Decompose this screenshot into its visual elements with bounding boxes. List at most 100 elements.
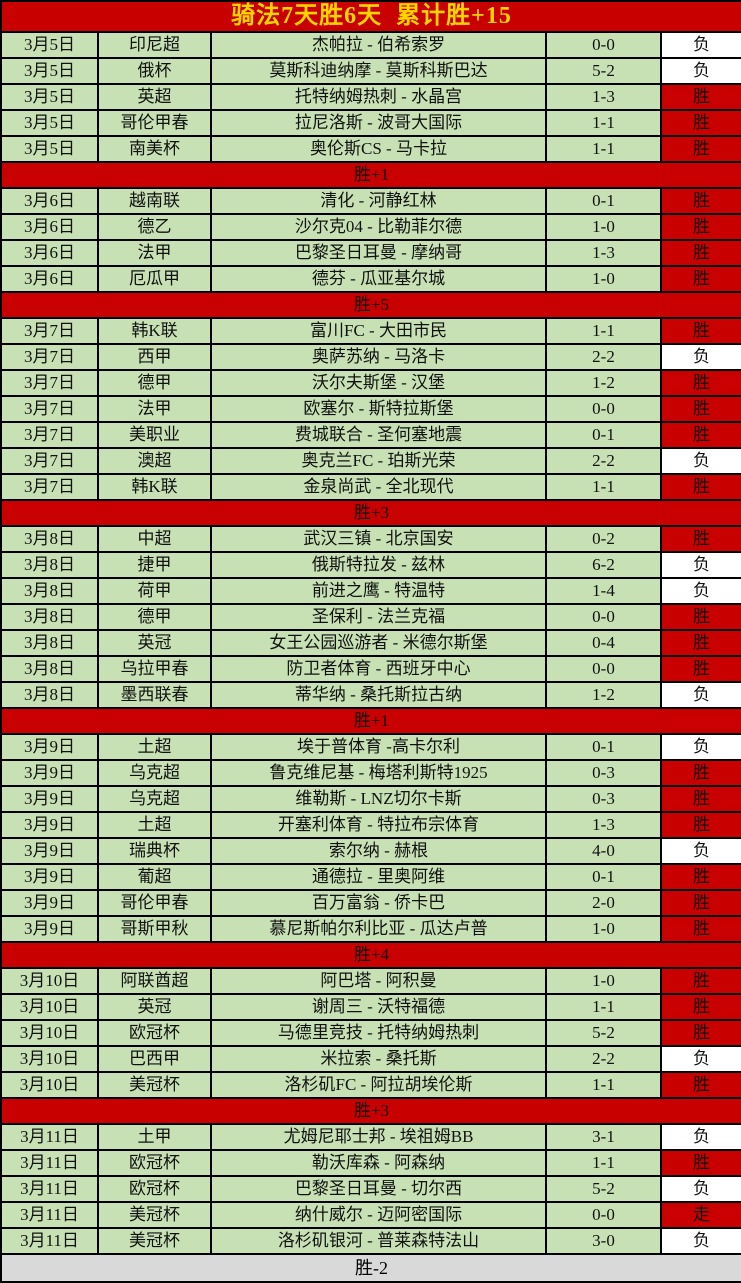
table-row: 3月7日 西甲 奥萨苏纳 - 马洛卡 2-2 负: [0, 343, 741, 371]
score-cell: 1-1: [545, 1071, 662, 1099]
result-cell: 负: [659, 1123, 741, 1151]
date-cell: 3月11日: [0, 1149, 99, 1177]
result-cell: 负: [659, 681, 741, 709]
result-cell: 胜: [659, 915, 741, 943]
date-cell: 3月9日: [0, 863, 99, 891]
league-cell: 土超: [97, 811, 212, 839]
table-row: 3月5日 英超 托特纳姆热刺 - 水晶宫 1-3 胜: [0, 83, 741, 111]
date-cell: 3月8日: [0, 577, 99, 605]
match-cell: 纳什威尔 - 迈阿密国际: [210, 1201, 547, 1229]
date-cell: 3月6日: [0, 187, 99, 215]
result-cell: 胜: [659, 239, 741, 267]
table-row: 3月7日 澳超 奥克兰FC - 珀斯光荣 2-2 负: [0, 447, 741, 475]
league-cell: 欧冠杯: [97, 1175, 212, 1203]
result-cell: 胜: [659, 421, 741, 449]
section-summary-label: 胜+3: [0, 1097, 741, 1125]
league-cell: 法甲: [97, 239, 212, 267]
result-cell: 胜: [659, 1071, 741, 1099]
score-cell: 1-4: [545, 577, 662, 605]
date-cell: 3月5日: [0, 135, 99, 163]
date-cell: 3月7日: [0, 343, 99, 371]
section-summary-label: 胜+3: [0, 499, 741, 527]
table-row: 3月11日 欧冠杯 勒沃库森 - 阿森纳 1-1 胜: [0, 1149, 741, 1177]
score-cell: 1-1: [545, 1149, 662, 1177]
match-cell: 谢周三 - 沃特福德: [210, 993, 547, 1021]
result-cell: 胜: [659, 525, 741, 553]
result-cell: 胜: [659, 811, 741, 839]
table-row: 3月11日 美冠杯 洛杉矶银河 - 普莱森特法山 3-0 负: [0, 1227, 741, 1255]
result-cell: 胜: [659, 1019, 741, 1047]
date-cell: 3月11日: [0, 1175, 99, 1203]
league-cell: 土甲: [97, 1123, 212, 1151]
league-cell: 瑞典杯: [97, 837, 212, 865]
league-cell: 墨西联春: [97, 681, 212, 709]
result-cell: 走: [659, 1201, 741, 1229]
section-summary-label: 胜+1: [0, 707, 741, 735]
score-cell: 1-0: [545, 967, 662, 995]
score-cell: 1-0: [545, 915, 662, 943]
table-row: 3月9日 瑞典杯 索尔纳 - 赫根 4-0 负: [0, 837, 741, 865]
league-cell: 阿联酋超: [97, 967, 212, 995]
result-cell: 负: [659, 31, 741, 59]
match-cell: 女王公园巡游者 - 米德尔斯堡: [210, 629, 547, 657]
score-cell: 1-3: [545, 239, 662, 267]
table-row: 3月9日 哥斯甲秋 慕尼斯帕尔利比亚 - 瓜达卢普 1-0 胜: [0, 915, 741, 943]
table-row: 3月7日 韩K联 金泉尚武 - 全北现代 1-1 胜: [0, 473, 741, 501]
date-cell: 3月10日: [0, 993, 99, 1021]
league-cell: 乌克超: [97, 759, 212, 787]
result-cell: 负: [659, 343, 741, 371]
score-cell: 1-1: [545, 317, 662, 345]
table-row: 3月6日 法甲 巴黎圣日耳曼 - 摩纳哥 1-3 胜: [0, 239, 741, 267]
score-cell: 0-2: [545, 525, 662, 553]
league-cell: 厄瓜甲: [97, 265, 212, 293]
match-cell: 巴黎圣日耳曼 - 摩纳哥: [210, 239, 547, 267]
table-row: 3月8日 乌拉甲春 防卫者体育 - 西班牙中心 0-0 胜: [0, 655, 741, 683]
score-cell: 2-2: [545, 1045, 662, 1073]
table-row: 3月10日 欧冠杯 马德里竞技 - 托特纳姆热刺 5-2 胜: [0, 1019, 741, 1047]
match-cell: 慕尼斯帕尔利比亚 - 瓜达卢普: [210, 915, 547, 943]
date-cell: 3月9日: [0, 733, 99, 761]
section-summary-row: 胜+5: [0, 291, 741, 319]
table-row: 3月10日 美冠杯 洛杉矶FC - 阿拉胡埃伦斯 1-1 胜: [0, 1071, 741, 1099]
table-row: 3月7日 法甲 欧塞尔 - 斯特拉斯堡 0-0 胜: [0, 395, 741, 423]
league-cell: 乌拉甲春: [97, 655, 212, 683]
match-cell: 拉尼洛斯 - 波哥大国际: [210, 109, 547, 137]
result-cell: 胜: [659, 135, 741, 163]
table-row: 3月8日 荷甲 前进之鹰 - 特温特 1-4 负: [0, 577, 741, 605]
match-cell: 通德拉 - 里奥阿维: [210, 863, 547, 891]
score-cell: 1-1: [545, 109, 662, 137]
date-cell: 3月8日: [0, 655, 99, 683]
match-cell: 清化 - 河静红林: [210, 187, 547, 215]
match-cell: 费城联合 - 圣何塞地震: [210, 421, 547, 449]
header-row: 骑法7天胜6天 累计胜+15: [0, 0, 741, 33]
match-cell: 托特纳姆热刺 - 水晶宫: [210, 83, 547, 111]
match-cell: 杰帕拉 - 伯希索罗: [210, 31, 547, 59]
league-cell: 韩K联: [97, 317, 212, 345]
date-cell: 3月9日: [0, 837, 99, 865]
league-cell: 乌克超: [97, 785, 212, 813]
table-row: 3月8日 英冠 女王公园巡游者 - 米德尔斯堡 0-4 胜: [0, 629, 741, 657]
league-cell: 美冠杯: [97, 1201, 212, 1229]
date-cell: 3月7日: [0, 317, 99, 345]
date-cell: 3月10日: [0, 1019, 99, 1047]
date-cell: 3月8日: [0, 525, 99, 553]
date-cell: 3月9日: [0, 811, 99, 839]
date-cell: 3月9日: [0, 785, 99, 813]
result-cell: 负: [659, 1175, 741, 1203]
match-cell: 巴黎圣日耳曼 - 切尔西: [210, 1175, 547, 1203]
score-cell: 0-1: [545, 733, 662, 761]
table-row: 3月9日 乌克超 鲁克维尼基 - 梅塔利斯特1925 0-3 胜: [0, 759, 741, 787]
match-cell: 开塞利体育 - 特拉布宗体育: [210, 811, 547, 839]
score-cell: 2-2: [545, 343, 662, 371]
date-cell: 3月11日: [0, 1123, 99, 1151]
league-cell: 韩K联: [97, 473, 212, 501]
match-cell: 马德里竞技 - 托特纳姆热刺: [210, 1019, 547, 1047]
result-cell: 负: [659, 577, 741, 605]
table-row: 3月7日 韩K联 富川FC - 大田市民 1-1 胜: [0, 317, 741, 345]
score-cell: 1-2: [545, 369, 662, 397]
date-cell: 3月10日: [0, 967, 99, 995]
match-cell: 洛杉矶银河 - 普莱森特法山: [210, 1227, 547, 1255]
result-cell: 胜: [659, 109, 741, 137]
league-cell: 德甲: [97, 369, 212, 397]
league-cell: 哥伦甲春: [97, 109, 212, 137]
